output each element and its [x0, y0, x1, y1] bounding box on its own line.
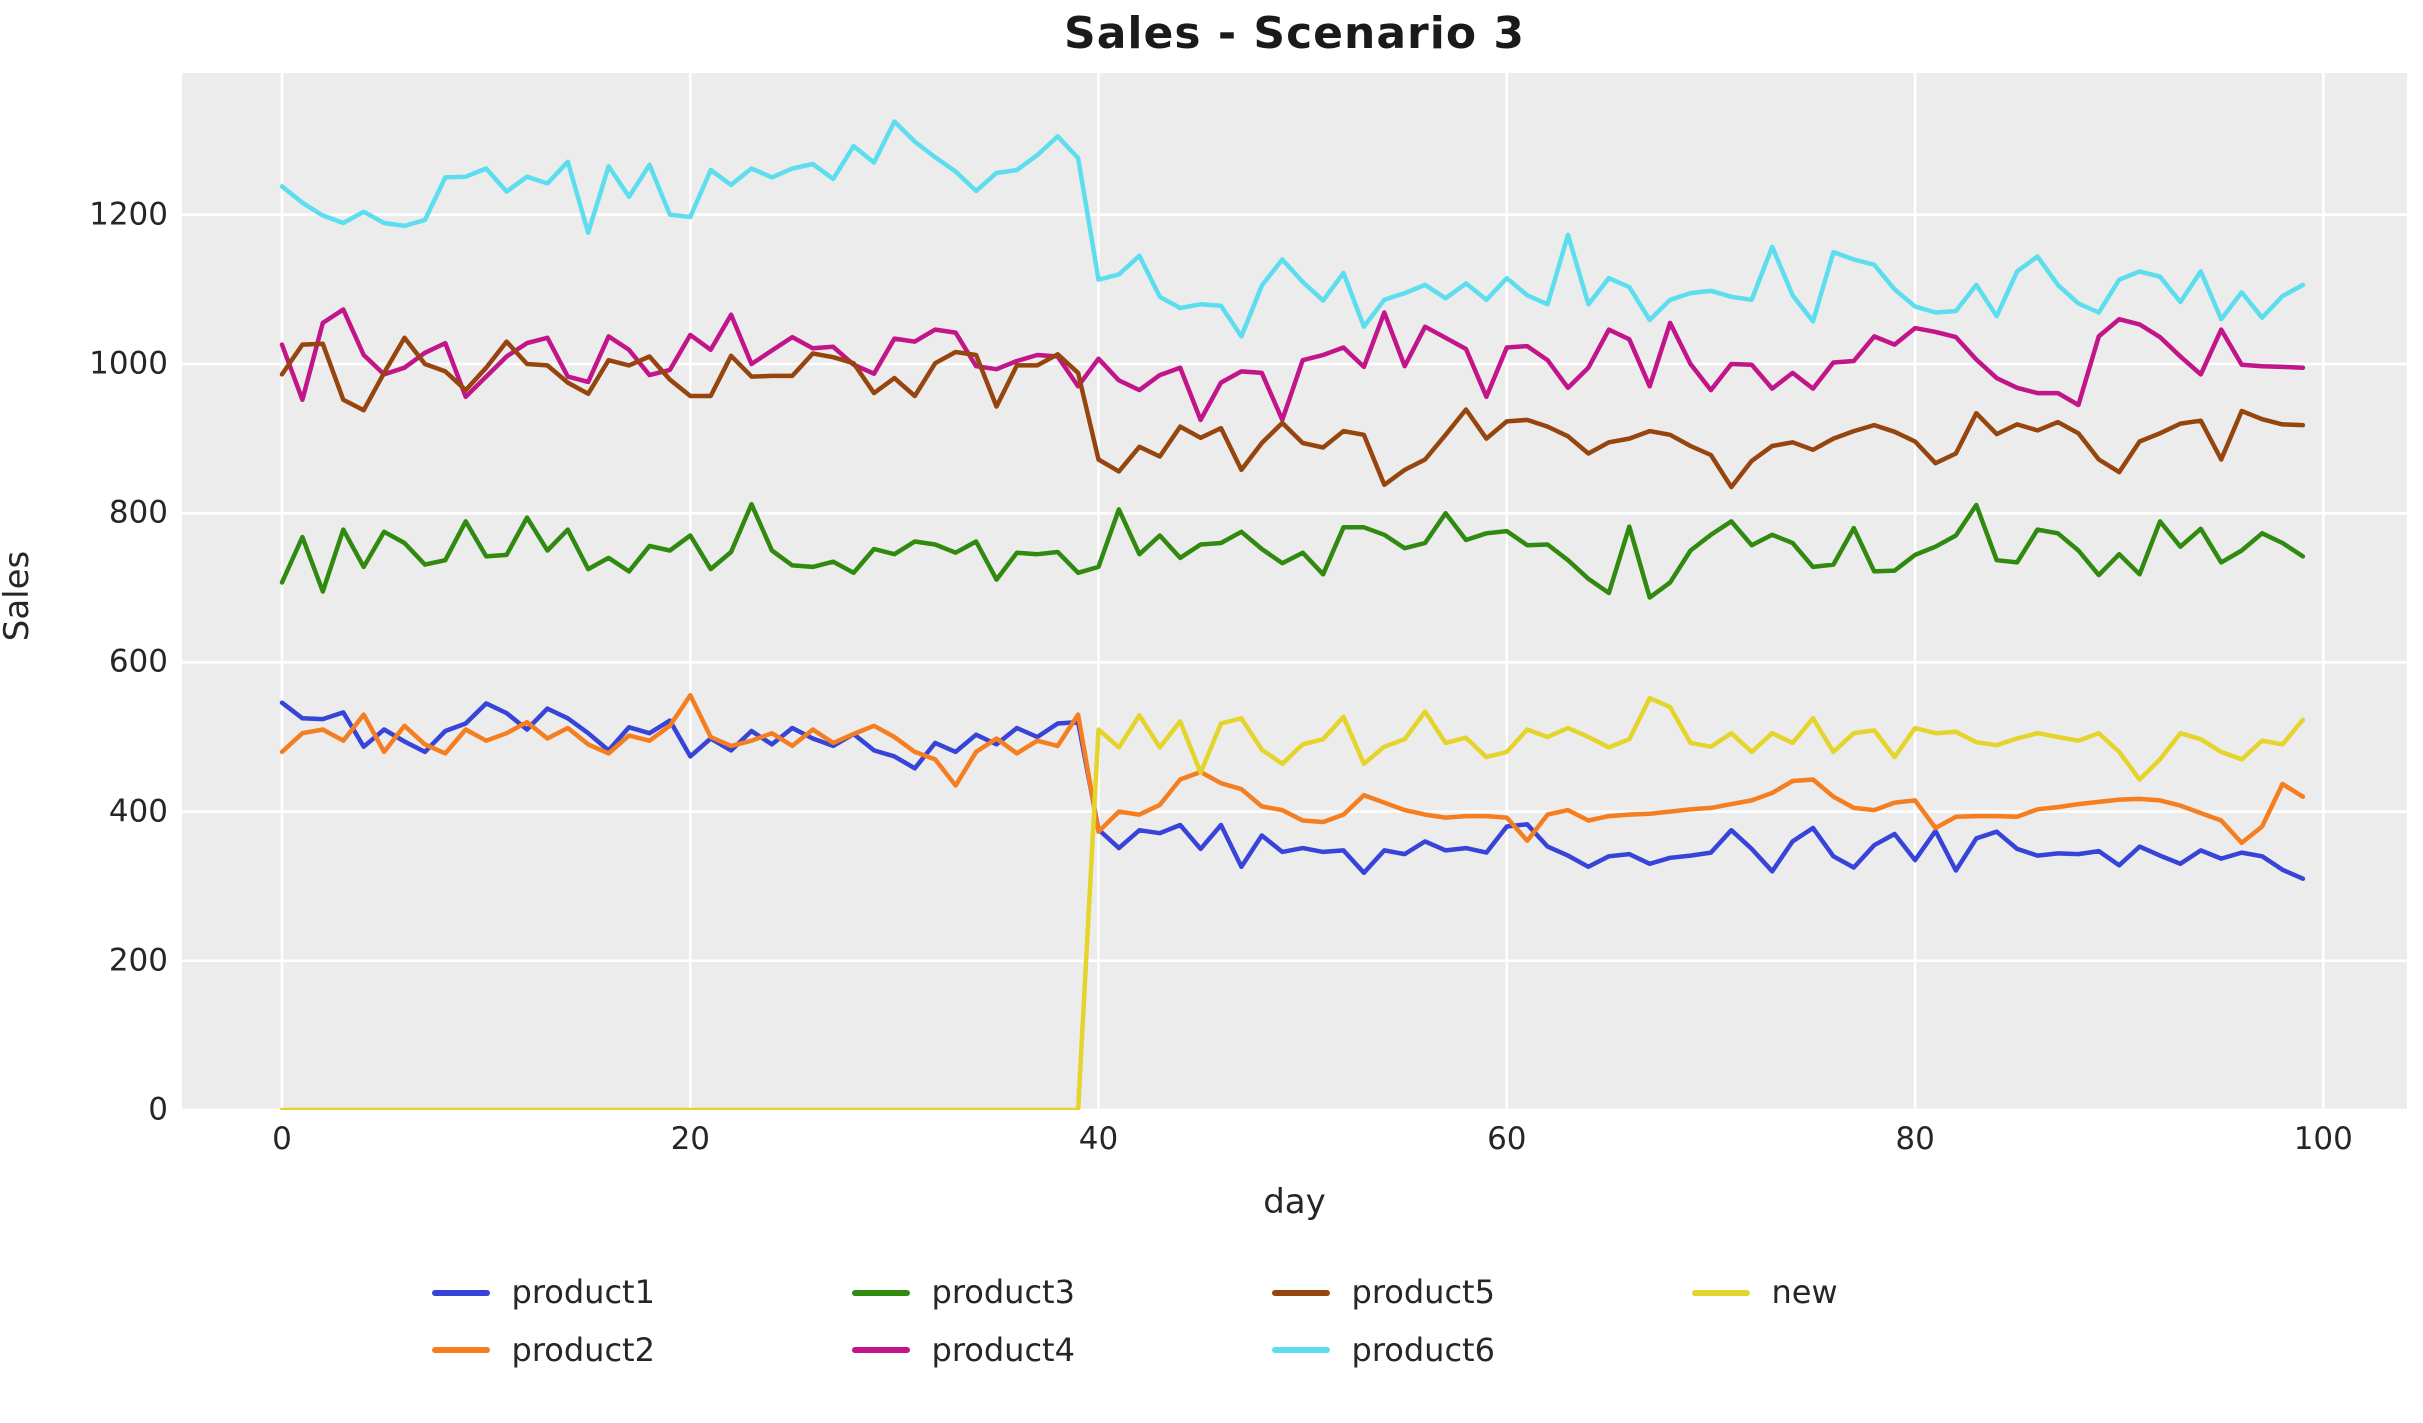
x-tick-label-80: 80	[1895, 1121, 1935, 1157]
legend-item-product1: product1	[431, 1272, 732, 1314]
legend-item-product3: product3	[851, 1272, 1152, 1314]
legend-label-product4: product4	[931, 1330, 1075, 1369]
series-line-product6	[279, 119, 2306, 339]
x-axis-tick-labels: 0 20 40 60 80 100	[182, 1124, 2407, 1164]
legend-label-product5: product5	[1351, 1273, 1495, 1311]
series-line-product3	[279, 501, 2306, 600]
legend-label-product2: product2	[511, 1330, 655, 1369]
legend-line-swatch-product5	[1271, 1289, 1330, 1296]
legend-item-product2: product2	[431, 1330, 732, 1372]
legend-item-new: new	[1691, 1272, 1992, 1314]
x-tick-label-100: 100	[2293, 1121, 2353, 1157]
x-tick-label-40: 40	[1078, 1121, 1119, 1157]
y-tick-label-800: 800	[108, 494, 168, 531]
legend-item-product5: product5	[1271, 1272, 1572, 1314]
legend-line-swatch-product2	[431, 1347, 490, 1354]
x-axis-label: day	[1263, 1182, 1326, 1222]
legend-line-swatch-product6	[1271, 1347, 1330, 1354]
legend-line-swatch-new	[1691, 1289, 1750, 1296]
legend-item-product6: product6	[1271, 1330, 1572, 1372]
y-tick-label-1200: 1200	[89, 196, 168, 233]
series-line-new	[279, 695, 2306, 1110]
legend-line-swatch-product1	[431, 1289, 490, 1296]
legend-label-product6: product6	[1351, 1330, 1495, 1369]
legend-label-product3: product3	[931, 1273, 1075, 1311]
series-line-product2	[279, 692, 2306, 846]
x-tick-label-60: 60	[1487, 1121, 1527, 1157]
y-tick-label-600: 600	[108, 643, 168, 680]
legend-line-swatch-product3	[851, 1289, 910, 1296]
legend: product1 product2 product3 product4 product5…	[0, 1272, 2423, 1371]
series-line-product5	[279, 335, 2306, 490]
legend-grid: product1 product2 product3 product4 product5…	[431, 1272, 1992, 1372]
plot-svg	[182, 73, 2407, 1110]
y-tick-label-400: 400	[108, 793, 168, 830]
series-line-product1	[279, 700, 2306, 881]
chart-title: Sales - Scenario 3	[1064, 8, 1525, 59]
legend-label-product1: product1	[511, 1273, 655, 1311]
y-axis-tick-labels: 0 200 400 600 800 1000 1200	[0, 73, 168, 1125]
series-line-product4	[279, 307, 2306, 423]
plot-area	[182, 73, 2407, 1110]
x-tick-label-0: 0	[272, 1121, 292, 1157]
y-tick-label-1000: 1000	[89, 345, 168, 382]
x-tick-label-20: 20	[670, 1121, 711, 1157]
legend-label-new: new	[1771, 1273, 1838, 1311]
y-tick-label-200: 200	[108, 942, 168, 979]
legend-line-swatch-product4	[851, 1347, 910, 1354]
y-tick-label-0: 0	[148, 1091, 168, 1128]
y-axis-label: Sales	[0, 550, 37, 642]
legend-item-product4: product4	[851, 1330, 1152, 1372]
